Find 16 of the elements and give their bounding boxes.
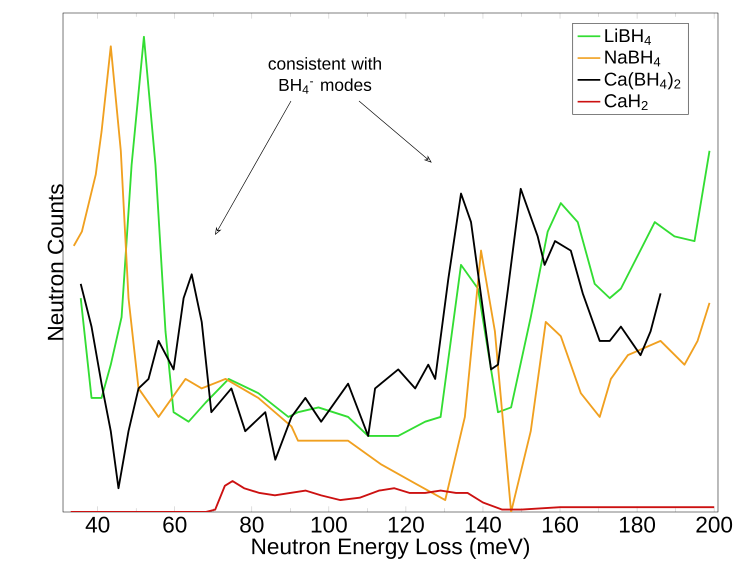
x-tick-label: 100 xyxy=(312,516,347,533)
legend-label: CaH$_{2}$ xyxy=(604,94,648,110)
legend-label: Ca(BH$_{4}$)$_{2}$ xyxy=(604,72,680,90)
legend-label: LiBH$_{4}$ xyxy=(605,28,651,45)
x-tick-label: 160 xyxy=(542,516,578,533)
legend-label: NaBH$_{4}$ xyxy=(605,50,660,66)
annotation: consistent with BH$_{4}$$^{-}$ modes xyxy=(268,57,381,94)
y-axis-title: Neutron Counts xyxy=(48,184,64,340)
x-tick-label: 140 xyxy=(466,516,501,533)
x-tick-label: 60 xyxy=(163,516,186,533)
x-tick-label: 40 xyxy=(86,516,110,533)
x-tick-label: 200 xyxy=(696,516,732,533)
x-tick-label: 180 xyxy=(620,516,656,533)
x-tick-label: 120 xyxy=(388,516,424,533)
x-axis-title: Neutron Energy Loss (meV) xyxy=(252,538,529,559)
x-tick-label: 80 xyxy=(240,516,264,533)
